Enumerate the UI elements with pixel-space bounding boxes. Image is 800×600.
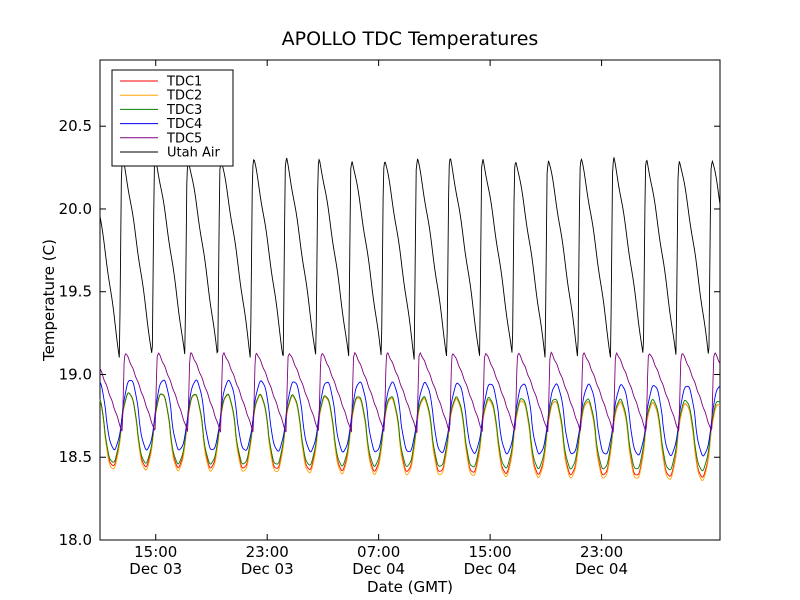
x-tick-label-date: Dec 03 (129, 560, 182, 578)
series-layer (99, 157, 721, 481)
legend-label: TDC5 (166, 131, 202, 146)
x-tick-label-date: Dec 04 (575, 560, 628, 578)
chart-title: APOLLO TDC Temperatures (282, 28, 539, 50)
y-tick-label: 19.0 (59, 365, 92, 383)
plot-frame (99, 59, 721, 541)
y-tick-label: 18.5 (59, 448, 92, 466)
x-tick-label-time: 23:00 (580, 543, 623, 561)
x-tick-label-time: 15:00 (468, 543, 511, 561)
legend-label: TDC4 (166, 117, 202, 132)
y-tick-label: 20.5 (59, 117, 92, 135)
x-tick-label-date: Dec 04 (464, 560, 517, 578)
x-tick-label-time: 07:00 (357, 543, 400, 561)
legend-label: Utah Air (167, 146, 220, 161)
legend-box (111, 69, 234, 167)
x-axis-label: Date (GMT) (367, 578, 453, 596)
legend-label: TDC3 (166, 103, 202, 118)
x-tick-label-date: Dec 03 (241, 560, 294, 578)
y-tick-label: 18.0 (59, 531, 92, 549)
series-line-utah-air (99, 157, 721, 360)
x-tick-label-time: 15:00 (134, 543, 177, 561)
y-tick-label: 19.5 (59, 283, 92, 301)
x-tick-label-time: 23:00 (246, 543, 289, 561)
y-axis-label: Temperature (C) (40, 239, 58, 362)
y-tick-label: 20.0 (59, 200, 92, 218)
series-line-tdc5 (99, 351, 721, 433)
legend-label: TDC1 (166, 75, 202, 90)
series-line-tdc3 (99, 392, 721, 472)
legend-label: TDC2 (166, 89, 202, 104)
series-line-tdc4 (99, 379, 721, 457)
x-tick-label-date: Dec 04 (352, 560, 405, 578)
series-line-tdc1 (99, 392, 721, 478)
series-line-tdc2 (99, 392, 721, 481)
